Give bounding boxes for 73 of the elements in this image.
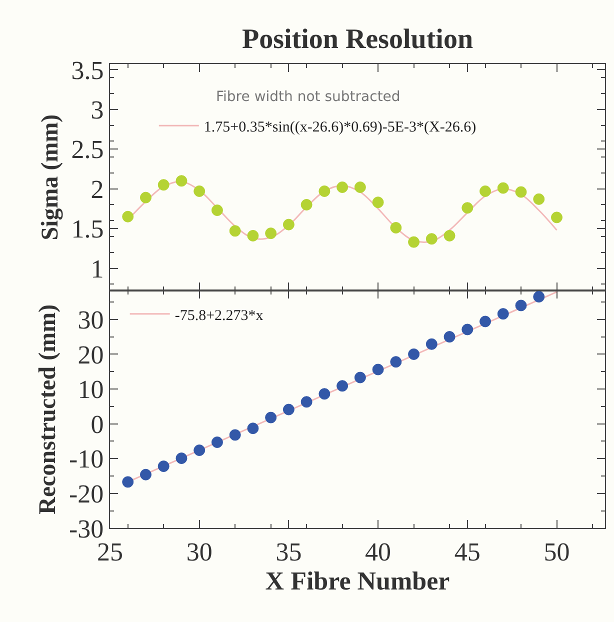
y-tick-label: 10	[78, 375, 104, 404]
y-axis-title: Sigma (mm)	[37, 114, 64, 240]
y-tick-label: 1.5	[71, 214, 104, 244]
point	[122, 476, 134, 488]
y-tick-label: 20	[78, 340, 104, 370]
point	[282, 404, 294, 416]
point	[515, 186, 527, 198]
point	[551, 212, 562, 224]
legend-label: 1.75+0.35*sin((x-26.6)*0.69)-5E-3*(X-26.6)	[204, 119, 476, 136]
y-tick-label: 0	[90, 410, 104, 439]
point	[300, 396, 312, 408]
point	[372, 364, 384, 376]
y-tick-label: 2.5	[71, 135, 104, 164]
point	[194, 185, 206, 197]
x-axis-title: X Fibre Number	[265, 566, 450, 596]
point	[497, 308, 509, 320]
y-tick-label: -10	[69, 444, 104, 474]
point	[515, 300, 527, 312]
annotation: Fibre width not subtracted	[216, 89, 400, 105]
y-tick-label: 3.5	[71, 56, 104, 85]
point	[318, 185, 330, 197]
point	[140, 468, 152, 480]
point	[247, 422, 259, 434]
point	[426, 338, 438, 350]
point	[462, 324, 474, 336]
point	[211, 436, 223, 448]
point	[390, 356, 402, 368]
point	[265, 228, 277, 240]
y-tick-label: 30	[78, 306, 104, 334]
point	[533, 291, 545, 303]
point	[408, 236, 420, 248]
point	[158, 460, 170, 472]
point	[176, 452, 188, 464]
point	[265, 412, 277, 424]
point	[336, 181, 348, 193]
point	[300, 198, 312, 210]
point	[372, 196, 384, 208]
point	[318, 388, 330, 400]
x-tick-label: 50	[544, 538, 570, 567]
y-axis-title: Reconstructed (mm)	[35, 304, 62, 514]
point	[444, 230, 456, 242]
point	[462, 202, 474, 214]
point	[390, 222, 402, 234]
point	[211, 204, 223, 216]
point	[229, 429, 241, 441]
point	[194, 444, 206, 456]
x-tick-label: 45	[454, 538, 480, 567]
point	[480, 316, 492, 328]
point	[497, 182, 509, 194]
chart-title: Position Resolution	[242, 24, 474, 55]
legend-label: -75.8+2.273*x	[174, 308, 264, 324]
point	[140, 192, 152, 204]
x-tick-label: 30	[186, 538, 212, 567]
point	[444, 331, 456, 343]
point	[158, 179, 170, 191]
point	[122, 210, 134, 222]
point	[336, 380, 348, 392]
point	[480, 185, 492, 197]
point	[533, 193, 545, 205]
point	[176, 175, 188, 187]
y-tick-label: 2	[90, 174, 104, 204]
point	[247, 230, 259, 242]
point	[408, 348, 420, 360]
x-tick-label: 35	[276, 538, 302, 567]
point	[354, 372, 366, 384]
y-tick-label: -20	[69, 480, 104, 509]
point	[229, 225, 241, 237]
point	[354, 181, 366, 193]
x-tick-label: 40	[365, 538, 392, 567]
y-tick-label: 1	[90, 254, 104, 284]
point	[426, 233, 438, 245]
point	[282, 218, 294, 230]
y-tick-label: 3	[90, 95, 104, 124]
